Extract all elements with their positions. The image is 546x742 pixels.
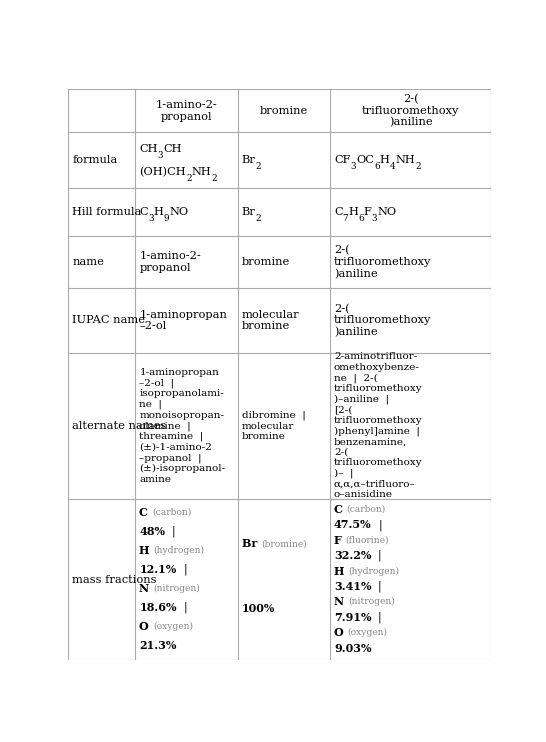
Text: mass fractions: mass fractions [73,574,157,585]
Text: CH: CH [139,144,158,154]
Text: (hydrogen): (hydrogen) [348,566,399,576]
Text: |: | [372,519,382,531]
Text: 1-amino-2-
propanol: 1-amino-2- propanol [156,100,217,122]
Text: 7: 7 [342,214,348,223]
Text: 2-(
trifluoromethoxy
)aniline: 2-( trifluoromethoxy )aniline [362,93,459,128]
Text: Br: Br [242,156,256,165]
Text: 1-aminopropan
–2-ol  |
isopropanolami-
ne  |
monoisopropan-
olamine  |
threamine: 1-aminopropan –2-ol | isopropanolami- ne… [139,368,225,484]
Text: name: name [73,257,104,267]
Text: 1-aminopropan
–2-ol: 1-aminopropan –2-ol [139,309,227,331]
Text: (bromine): (bromine) [261,539,307,548]
Text: N: N [139,582,153,594]
Text: 47.5%: 47.5% [334,519,372,531]
Text: 12.1%: 12.1% [139,564,176,574]
Text: Br: Br [242,539,261,550]
Text: 3: 3 [148,214,153,223]
Text: H: H [334,565,348,577]
Text: (hydrogen): (hydrogen) [153,545,205,554]
Text: O: O [334,627,348,638]
Text: 2-aminotrifluor-
omethoxybenze-
ne  |  2-(
trifluoromethoxy
)–aniline  |
[2-(
tr: 2-aminotrifluor- omethoxybenze- ne | 2-(… [334,352,423,499]
Text: (carbon): (carbon) [152,508,191,516]
Text: molecular
bromine: molecular bromine [242,309,299,331]
Text: 3: 3 [158,151,163,160]
Text: H: H [139,545,153,556]
Text: |: | [176,563,187,575]
Text: C: C [139,507,152,517]
Text: 4: 4 [389,162,395,171]
Text: (carbon): (carbon) [347,505,386,514]
Text: Hill formula: Hill formula [73,208,142,217]
Text: N: N [334,597,348,608]
Text: 21.3%: 21.3% [139,640,177,651]
Text: 2: 2 [256,214,261,223]
Text: 2-(
trifluoromethoxy
)aniline: 2-( trifluoromethoxy )aniline [334,245,431,279]
Text: |: | [371,611,382,623]
Text: C: C [334,504,347,515]
Text: 3.41%: 3.41% [334,581,371,592]
Text: |: | [165,525,176,536]
Text: (nitrogen): (nitrogen) [153,583,200,593]
Text: Br: Br [242,208,256,217]
Text: H: H [348,208,358,217]
Text: F: F [364,208,372,217]
Text: NH: NH [395,156,415,165]
Text: bromine: bromine [242,257,290,267]
Text: |: | [371,550,382,562]
Text: |: | [177,601,187,613]
Text: formula: formula [73,156,118,165]
Text: 48%: 48% [139,525,165,536]
Text: NO: NO [377,208,396,217]
Text: 2: 2 [186,174,192,183]
Text: 2-(
trifluoromethoxy
)aniline: 2-( trifluoromethoxy )aniline [334,303,431,338]
Text: H: H [153,208,163,217]
Text: 9.03%: 9.03% [334,643,371,654]
Text: C: C [334,208,342,217]
Text: 18.6%: 18.6% [139,602,177,613]
Text: 7.91%: 7.91% [334,611,371,623]
Text: OC: OC [356,156,374,165]
Text: 9: 9 [163,214,169,223]
Text: 2: 2 [211,174,217,183]
Text: C: C [139,208,148,217]
Text: dibromine  |
molecular
bromine: dibromine | molecular bromine [242,410,306,441]
Text: NH: NH [192,167,211,177]
Text: 2: 2 [415,162,420,171]
Text: 6: 6 [358,214,364,223]
Text: H: H [379,156,389,165]
Text: O: O [139,620,153,631]
Text: CF: CF [334,156,351,165]
Text: 3: 3 [351,162,356,171]
Text: |: | [371,581,382,592]
Text: 3: 3 [372,214,377,223]
Text: alternate names: alternate names [73,421,167,431]
Text: 32.2%: 32.2% [334,550,371,561]
Text: 2: 2 [256,162,261,171]
Text: 100%: 100% [242,603,275,614]
Text: 1-amino-2-
propanol: 1-amino-2- propanol [139,252,201,273]
Text: NO: NO [169,208,188,217]
Text: CH: CH [163,144,182,154]
Text: (OH)CH: (OH)CH [139,167,186,177]
Text: (oxygen): (oxygen) [348,628,388,637]
Text: IUPAC name: IUPAC name [73,315,145,326]
Text: (oxygen): (oxygen) [153,622,193,631]
Text: 6: 6 [374,162,379,171]
Text: (nitrogen): (nitrogen) [348,597,395,606]
Text: F: F [334,535,346,546]
Text: bromine: bromine [259,106,308,116]
Text: (fluorine): (fluorine) [346,536,389,545]
